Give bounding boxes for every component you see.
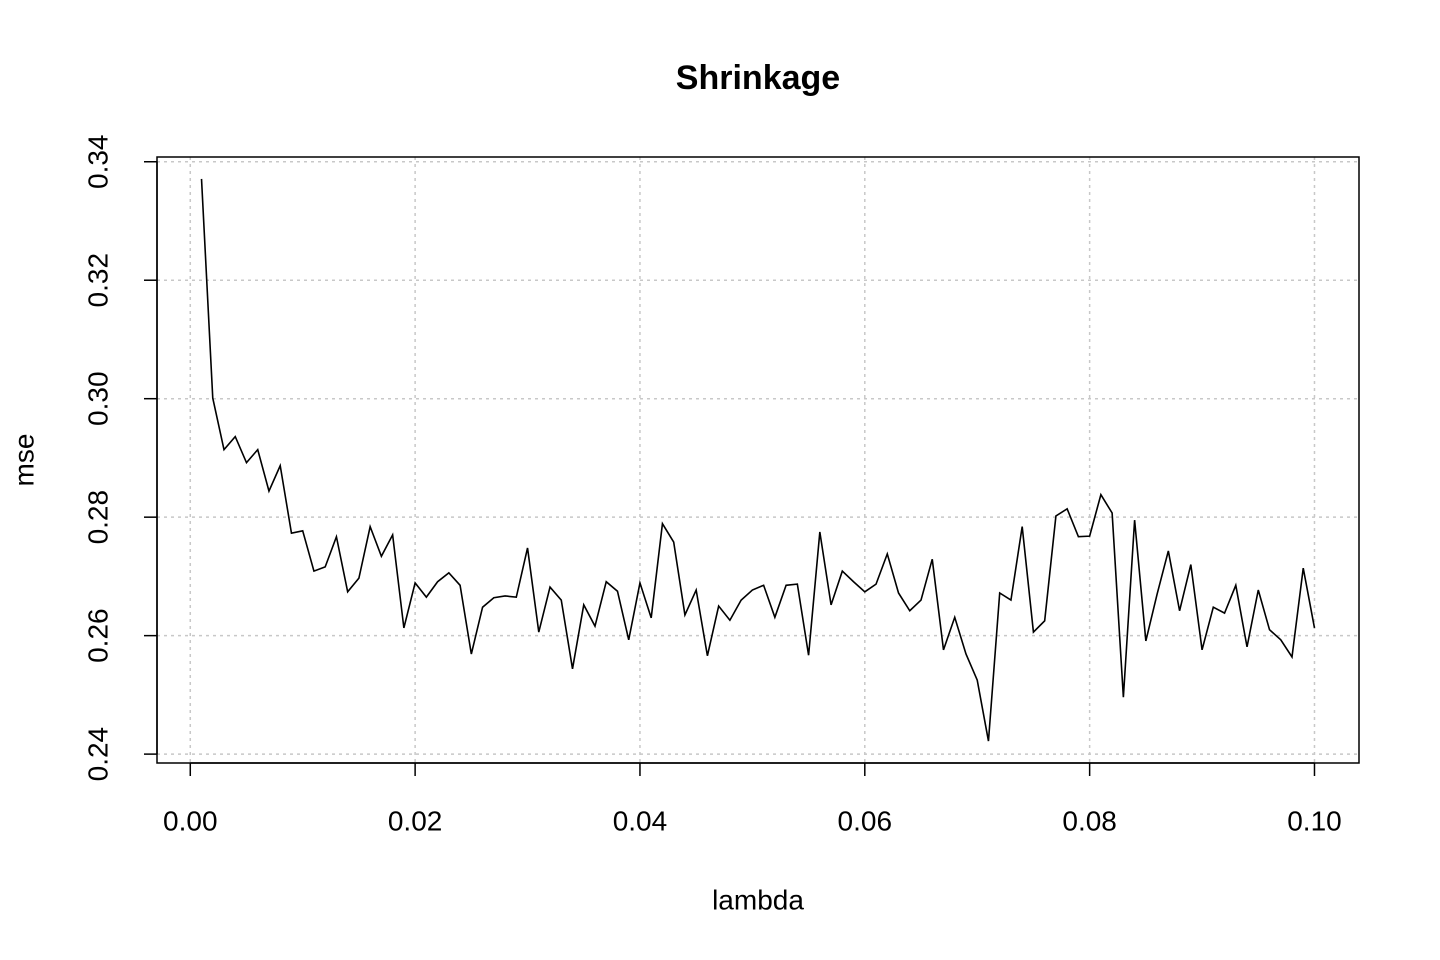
y-tick-label: 0.32: [82, 253, 113, 308]
x-tick-label: 0.02: [388, 805, 443, 836]
y-tick-label: 0.24: [82, 727, 113, 782]
x-tick-label: 0.10: [1287, 805, 1342, 836]
y-axis-label: mse: [8, 434, 39, 487]
y-tick-label: 0.34: [82, 134, 113, 189]
x-tick-label: 0.04: [613, 805, 668, 836]
x-tick-label: 0.00: [163, 805, 218, 836]
y-tick-label: 0.26: [82, 608, 113, 663]
x-tick-label: 0.08: [1062, 805, 1117, 836]
plot-frame: [156, 156, 1360, 764]
x-axis-label: lambda: [712, 884, 804, 915]
data-line: [200, 178, 1316, 742]
y-tick-label: 0.30: [82, 371, 113, 426]
x-tick-label: 0.06: [838, 805, 893, 836]
chart-title: Shrinkage: [676, 59, 840, 97]
y-tick-label: 0.28: [82, 490, 113, 545]
